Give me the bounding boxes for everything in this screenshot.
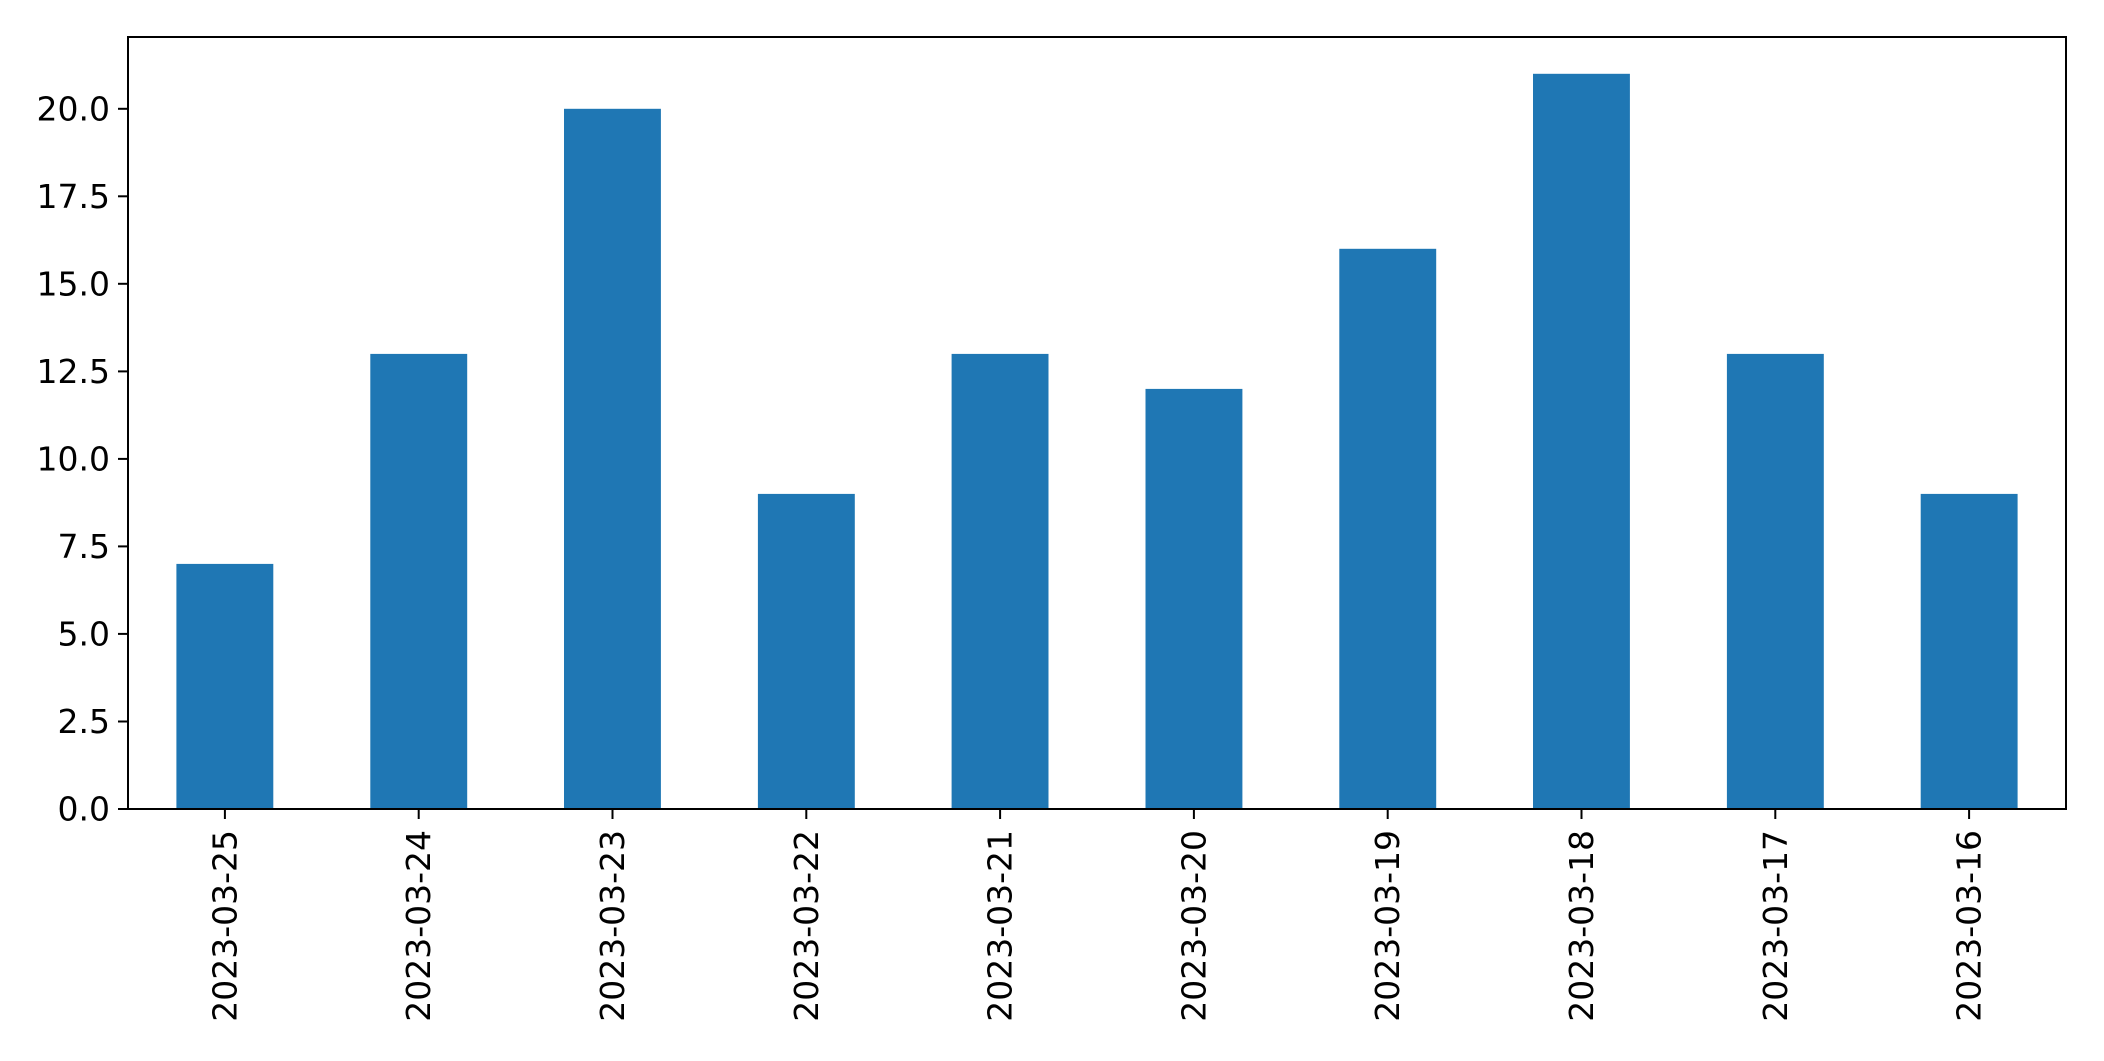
x-tick-label: 2023-03-16 [1950, 830, 1989, 1022]
x-tick-label: 2023-03-21 [981, 830, 1020, 1022]
y-tick-label: 10.0 [37, 439, 110, 478]
y-tick-label: 20.0 [37, 89, 110, 128]
axes-frame [127, 36, 2067, 810]
bar-2023-03-18 [1533, 73, 1630, 810]
y-tick-label: 12.5 [37, 352, 110, 391]
y-tick-label: 2.5 [58, 702, 110, 741]
bar-2023-03-20 [1145, 388, 1243, 809]
bar-2023-03-23 [564, 108, 661, 810]
y-tick-label: 5.0 [58, 614, 110, 653]
bar-2023-03-19 [1339, 248, 1437, 810]
bar-2023-03-16 [1920, 493, 2018, 809]
x-tick-label: 2023-03-18 [1562, 830, 1601, 1022]
bar-2023-03-22 [757, 493, 855, 809]
y-tick-label: 7.5 [58, 527, 110, 566]
bar-2023-03-25 [176, 563, 274, 809]
x-tick-label: 2023-03-17 [1756, 830, 1795, 1022]
y-tick-label: 15.0 [37, 264, 110, 303]
x-tick-label: 2023-03-20 [1174, 830, 1213, 1022]
x-tick-label: 2023-03-24 [399, 830, 438, 1022]
x-tick-label: 2023-03-23 [593, 830, 632, 1022]
bar-2023-03-17 [1726, 353, 1824, 809]
y-tick-label: 17.5 [37, 177, 110, 216]
x-tick-label: 2023-03-25 [205, 830, 244, 1022]
x-tick-label: 2023-03-19 [1368, 830, 1407, 1022]
x-tick-label: 2023-03-22 [787, 830, 826, 1022]
bar-2023-03-24 [370, 353, 468, 809]
y-tick-label: 0.0 [58, 790, 110, 829]
bar-2023-03-21 [951, 353, 1049, 809]
